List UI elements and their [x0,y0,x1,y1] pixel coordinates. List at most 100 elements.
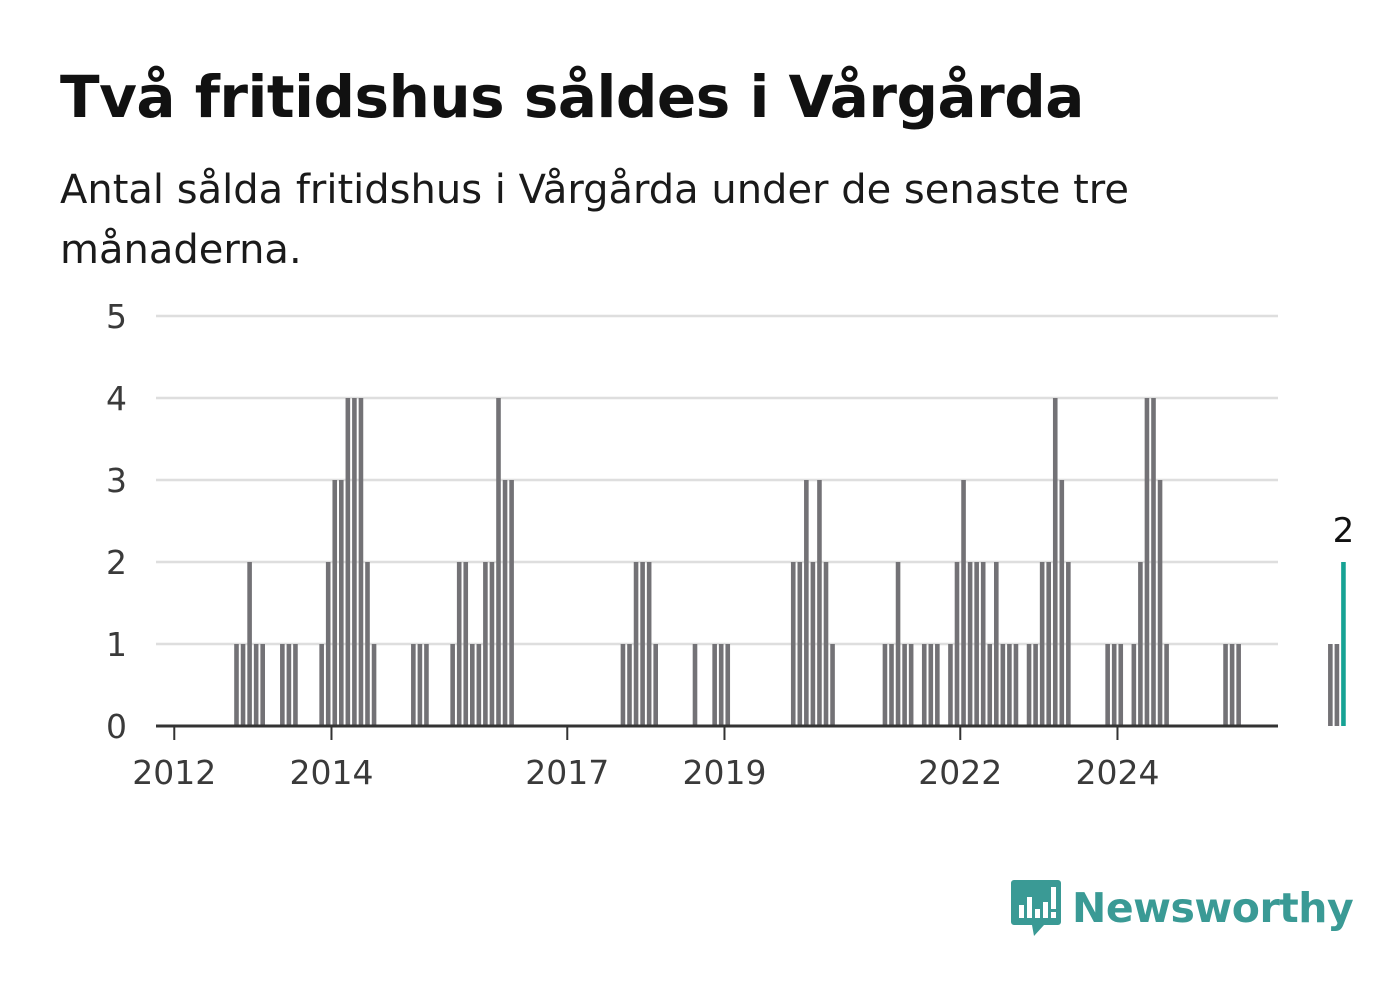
x-tick-label: 2014 [289,753,373,792]
bar [935,644,940,726]
newsworthy-logo: Newsworthy [1010,878,1354,938]
x-tick-label: 2012 [132,753,216,792]
data-labels: 2 [1333,511,1355,551]
bar [948,644,953,726]
brand-name: Newsworthy [1072,884,1354,932]
x-tick-label: 2017 [525,753,609,792]
bar [987,644,993,726]
x-tick-label: 2024 [1075,753,1159,792]
bar [1066,562,1071,726]
bar [712,644,717,726]
bar [1138,562,1143,726]
bar [1052,398,1058,726]
bar [692,644,698,726]
bar [319,644,324,726]
bar [293,644,298,726]
bar [247,562,252,726]
bar [470,644,475,726]
bar [627,644,632,726]
bar [280,644,285,726]
x-tick-label: 2019 [682,753,766,792]
bar [830,644,835,726]
bar [1007,644,1012,726]
x-tick-label: 2022 [918,753,1002,792]
bar [1164,644,1169,726]
bar [1105,644,1110,726]
bar [260,644,265,726]
highlighted-bar [1341,562,1346,726]
x-axis: 2012 2014 2017 2019 2022 2024 [132,724,1278,792]
bar [1059,480,1065,726]
bar [345,398,351,726]
bar [1000,644,1006,726]
bar [1039,562,1045,726]
y-tick-label: 0 [106,707,127,746]
bar [895,562,901,726]
bar [352,398,357,726]
bar [797,562,803,726]
bar [489,562,495,726]
bar [240,644,246,726]
bar [817,480,822,726]
bar [889,644,894,726]
bar [882,644,888,726]
bar [496,398,501,726]
y-tick-label: 2 [106,543,127,582]
bar [646,562,652,726]
bar [1229,644,1235,726]
bar [253,644,259,726]
bar [980,562,986,726]
chart-subtitle: Antal sålda fritidshus i Vårgårda under … [60,167,1129,273]
bar [1131,644,1137,726]
bar [411,644,416,726]
bar [358,398,364,726]
bar [653,644,658,726]
bar [417,644,423,726]
bar [1236,644,1241,726]
bar [463,562,469,726]
bar [483,562,488,726]
bar [1026,644,1032,726]
bar [994,562,999,726]
bar [633,562,639,726]
bar [902,644,907,726]
bar [1118,644,1124,726]
bar [1111,644,1117,726]
y-tick-label: 4 [106,379,127,418]
y-axis-ticks: 0 1 2 3 4 5 [106,297,127,746]
bar [424,644,429,726]
bar [1144,398,1150,726]
bar [1151,398,1156,726]
bar [928,644,934,726]
bar [1033,644,1038,726]
y-tick-label: 3 [106,461,127,500]
bar [1157,480,1163,726]
y-tick-label: 1 [106,625,127,664]
bar [286,644,292,726]
bar [502,480,508,726]
bar [620,644,626,726]
bar [725,644,731,726]
highlight-value-label: 2 [1333,511,1355,551]
bar [234,644,239,726]
bar [339,480,344,726]
bar [1046,562,1051,726]
bar [476,644,482,726]
bar [921,644,927,726]
bar [804,480,809,726]
chart-title: Två fritidshus såldes i Vårgårda [60,63,1084,131]
bar [954,562,960,726]
bar [823,562,829,726]
bar [1328,644,1333,726]
bar [325,562,331,726]
bar [1334,644,1340,726]
bar [456,562,462,726]
bars [234,398,1346,726]
bar [1013,644,1019,726]
bar [961,480,966,726]
bar [718,644,724,726]
grid-lines [156,314,1278,646]
bar-chart-speech-bubble-icon [1011,880,1061,936]
bar [810,562,816,726]
